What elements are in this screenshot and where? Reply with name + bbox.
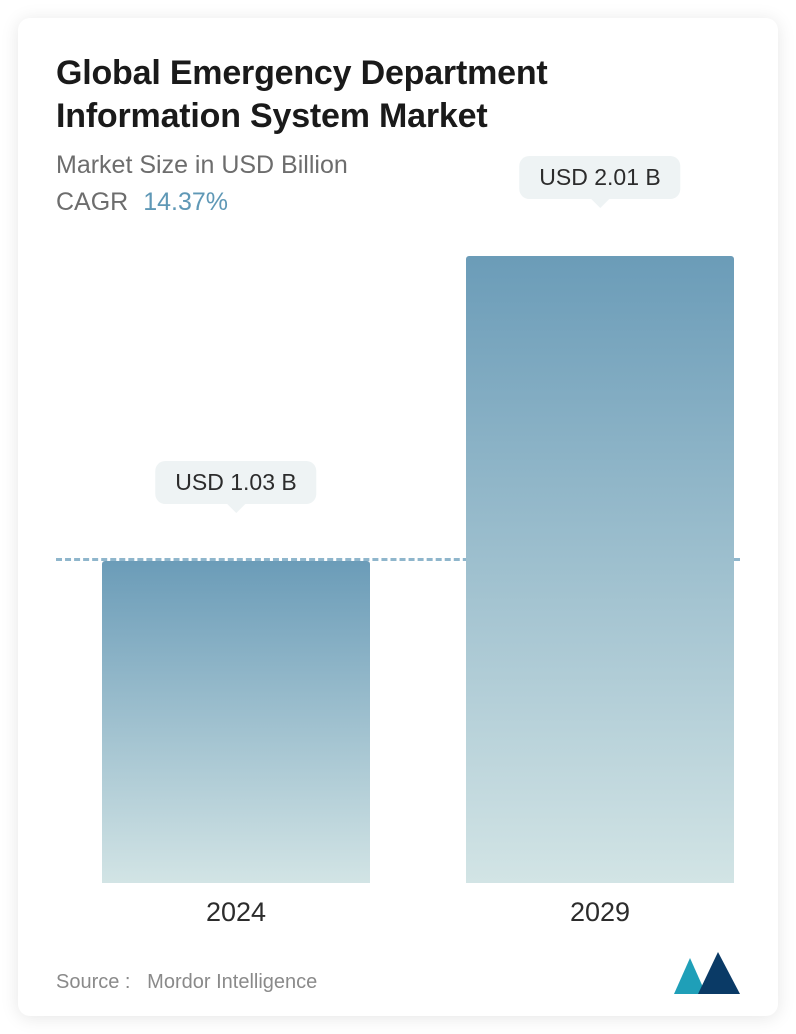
chart-title: Global Emergency Department Information …: [56, 52, 740, 137]
cagr-value: 14.37%: [143, 188, 228, 216]
brand-logo-icon: [674, 952, 740, 994]
bar-value-label-2024: USD 1.03 B: [155, 461, 316, 504]
bar-year-label-2029: 2029: [570, 897, 630, 928]
source-line: Source : Mordor Intelligence: [56, 971, 317, 994]
bar-2029: [466, 256, 734, 884]
chart-plot-area: USD 1.03 B2024USD 2.01 B2029: [56, 243, 740, 883]
chart-footer: Source : Mordor Intelligence: [56, 952, 740, 994]
source-label: Source :: [56, 971, 130, 993]
bar-value-label-2029: USD 2.01 B: [519, 156, 680, 199]
source-name: Mordor Intelligence: [147, 971, 317, 993]
cagr-label: CAGR: [56, 188, 128, 216]
bar-year-label-2024: 2024: [206, 897, 266, 928]
chart-card: Global Emergency Department Information …: [18, 18, 778, 1016]
bar-2024: [102, 561, 370, 883]
